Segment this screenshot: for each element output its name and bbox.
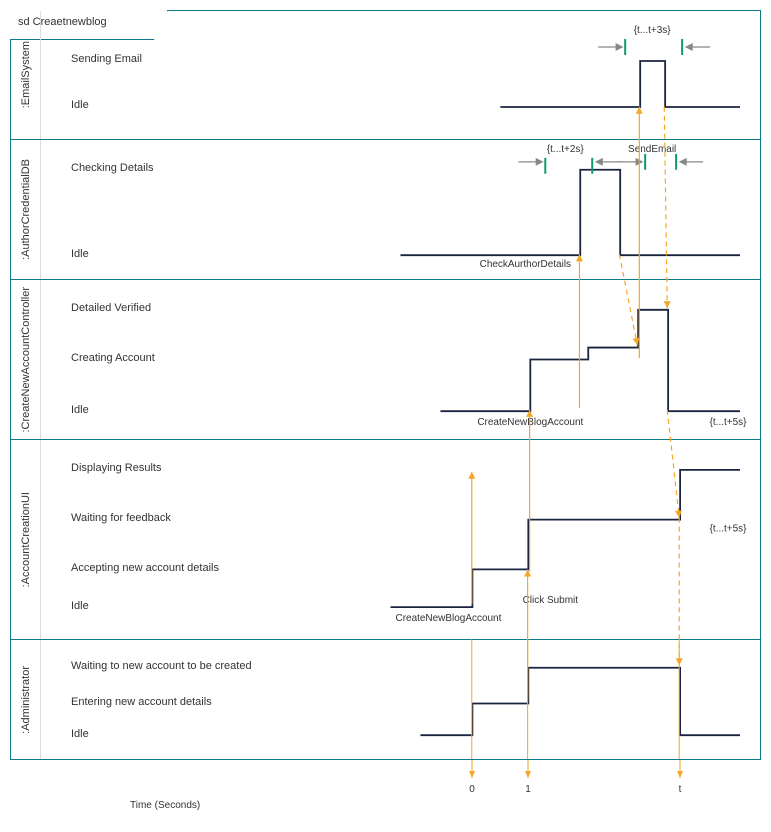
lane-label: :Administrator <box>11 640 41 759</box>
state-label: Checking Details <box>41 162 271 174</box>
lane-body: Checking Details Idle {t...t+2s} CheckAurth… <box>41 140 760 279</box>
state-label: Idle <box>41 404 271 416</box>
svg-text:0: 0 <box>469 784 475 795</box>
lane-email: :EmailSystem Sending Email Idle {t...t+3s} <box>11 11 760 139</box>
lane-body: Detailed Verified Creating Account Idle Cre… <box>41 280 760 439</box>
lane-admin: :Administrator Waiting to new account to … <box>11 639 760 759</box>
svg-text:{t...t+3s}: {t...t+3s} <box>634 25 672 36</box>
state-label: Detailed Verified <box>41 302 271 314</box>
svg-text:CreateNewBlogAccount: CreateNewBlogAccount <box>477 417 583 428</box>
lane-signal-svg: {t...t+3s} <box>41 11 760 139</box>
lane-name: :AccountCreationUI <box>20 492 32 587</box>
lane-label: :AuthorCredentialDB <box>11 140 41 279</box>
svg-text:{t...t+5s}: {t...t+5s} <box>710 417 748 428</box>
state-label: Waiting to new account to be created <box>41 660 271 672</box>
lane-ui: :AccountCreationUI Displaying Results Wait… <box>11 439 760 639</box>
lane-label: :AccountCreationUI <box>11 440 41 639</box>
state-label: Idle <box>41 728 271 740</box>
svg-text:{t...t+2s}: {t...t+2s} <box>547 144 585 155</box>
lane-label: :CreateNewAccountController <box>11 280 41 439</box>
svg-text:Time (Seconds): Time (Seconds) <box>130 800 200 811</box>
state-label: Waiting for feedback <box>41 512 271 524</box>
x-axis-footer: 0 1 t Time (Seconds) <box>10 760 761 820</box>
lane-authordb: :AuthorCredentialDB Checking Details Idle {… <box>11 139 760 279</box>
lane-body: Sending Email Idle {t...t+3s} <box>41 11 760 139</box>
x-axis-svg: 0 1 t Time (Seconds) <box>10 760 761 820</box>
lane-name: :AuthorCredentialDB <box>20 159 32 260</box>
lane-name: :CreateNewAccountController <box>20 287 32 433</box>
svg-text:Click Submit: Click Submit <box>523 595 579 606</box>
lane-name: :Administrator <box>20 666 32 734</box>
lane-controller: :CreateNewAccountController Detailed Veri… <box>11 279 760 439</box>
lane-body: Waiting to new account to be created Ente… <box>41 640 760 759</box>
lane-body: Displaying Results Waiting for feedback Ac… <box>41 440 760 639</box>
state-label: Sending Email <box>41 53 271 65</box>
lanes-container: :EmailSystem Sending Email Idle {t...t+3s}:… <box>11 11 760 759</box>
lane-label: :EmailSystem <box>11 11 41 139</box>
state-label: Creating Account <box>41 352 271 364</box>
svg-text:CreateNewBlogAccount: CreateNewBlogAccount <box>396 613 502 624</box>
state-label: Idle <box>41 600 271 612</box>
state-label: Displaying Results <box>41 462 271 474</box>
state-label: Idle <box>41 248 271 260</box>
svg-text:CheckAurthorDetails: CheckAurthorDetails <box>480 259 571 270</box>
state-label: Accepting new account details <box>41 562 271 574</box>
svg-text:t: t <box>679 784 682 795</box>
state-label: Idle <box>41 99 271 111</box>
svg-text:{t...t+5s}: {t...t+5s} <box>710 524 748 535</box>
lane-name: :EmailSystem <box>20 41 32 108</box>
state-label: Entering new account details <box>41 696 271 708</box>
svg-text:SendEmail: SendEmail <box>628 144 676 155</box>
timing-diagram-frame: sd Creaetnewblog :EmailSystemSending Ema… <box>10 10 761 760</box>
svg-text:1: 1 <box>525 784 531 795</box>
